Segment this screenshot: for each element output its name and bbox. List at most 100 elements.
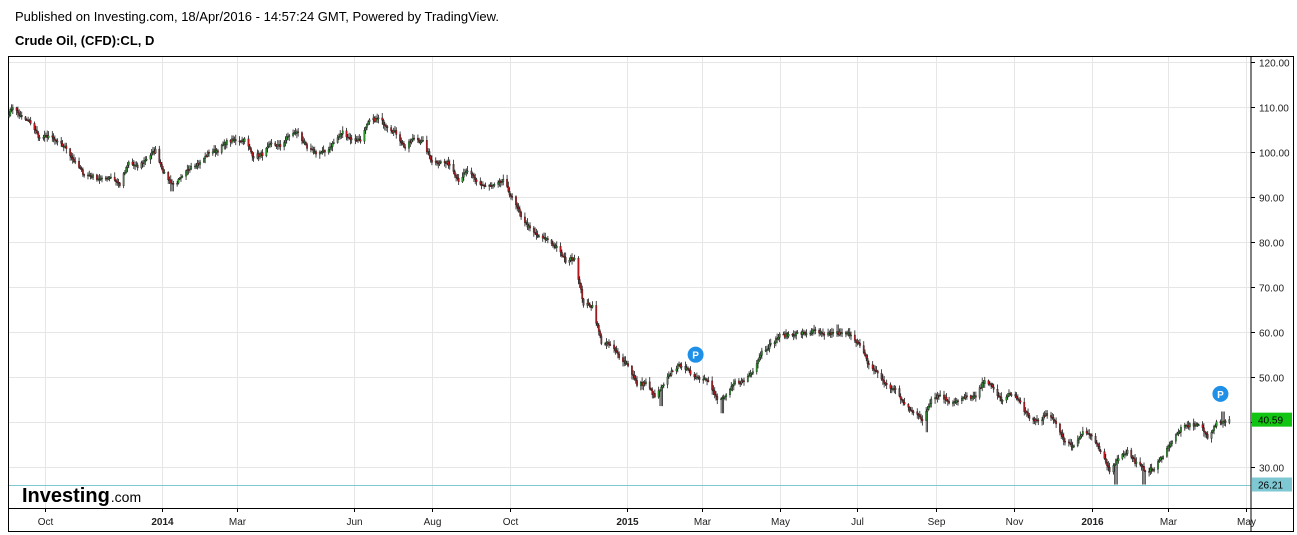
candle <box>595 300 598 327</box>
candle <box>622 353 624 367</box>
candle <box>267 141 270 149</box>
candle <box>330 142 333 151</box>
candle-body <box>971 396 973 399</box>
xtick-label: 2014 <box>151 517 174 528</box>
candle-body <box>27 119 29 121</box>
candle-body <box>538 235 540 238</box>
candle-body <box>358 138 361 141</box>
candle <box>1194 421 1196 430</box>
candle <box>306 142 308 152</box>
candle <box>739 381 742 387</box>
candle <box>550 239 553 247</box>
candle <box>462 168 465 181</box>
candle-body <box>1134 458 1136 464</box>
candle <box>524 212 526 227</box>
candle-body <box>455 175 457 178</box>
candle <box>11 104 14 115</box>
candle-body <box>206 151 209 157</box>
candle <box>1032 416 1035 425</box>
candle-body <box>297 131 300 133</box>
candle-body <box>758 357 761 361</box>
candle <box>865 353 868 362</box>
candle-body <box>907 403 910 408</box>
candle-body <box>1206 434 1209 439</box>
candle-body <box>1025 411 1028 413</box>
candle <box>952 400 954 407</box>
candle <box>1000 392 1003 404</box>
candle <box>707 376 710 383</box>
candle-body <box>80 168 83 170</box>
candle-body <box>1192 423 1195 427</box>
candle-body <box>413 137 415 140</box>
candle <box>74 157 77 165</box>
candle-body <box>614 348 617 351</box>
candle-body <box>117 182 120 184</box>
candle-body <box>1018 399 1021 401</box>
candle <box>196 159 199 170</box>
candle-body <box>532 227 535 233</box>
candle <box>511 193 514 201</box>
candle-body <box>853 334 856 341</box>
candle <box>1080 433 1083 439</box>
candle <box>52 133 55 143</box>
candle <box>1060 430 1063 439</box>
candle <box>189 165 191 173</box>
candle-body <box>60 140 63 144</box>
candle <box>488 183 491 191</box>
candle-body <box>259 153 261 157</box>
candle <box>578 276 581 288</box>
chart-frame[interactable] <box>8 56 1294 532</box>
candle-body <box>506 178 508 187</box>
candle-body <box>47 135 50 138</box>
candles-layer <box>8 104 1231 485</box>
candle <box>981 377 984 392</box>
candle <box>712 385 715 396</box>
candle <box>37 130 40 141</box>
candle <box>534 227 536 235</box>
candle <box>1205 431 1208 439</box>
candle-body <box>439 161 442 164</box>
candle <box>1139 457 1142 467</box>
candle <box>55 138 58 145</box>
candle <box>1126 446 1129 456</box>
candle-body <box>794 335 796 337</box>
candle <box>873 364 875 375</box>
candle-body <box>417 137 419 141</box>
candle-body <box>600 335 603 344</box>
candle <box>266 142 269 153</box>
candle-body <box>1115 459 1117 465</box>
candle <box>302 136 305 144</box>
candle <box>1059 422 1061 436</box>
candle-body <box>999 396 1001 398</box>
candle-body <box>1098 446 1101 451</box>
candle <box>374 115 377 123</box>
candle <box>211 148 214 156</box>
candle <box>755 360 758 375</box>
candle-body <box>827 332 829 336</box>
candle <box>69 147 72 161</box>
candle <box>1046 410 1049 419</box>
candle <box>310 143 312 153</box>
candle <box>359 135 362 144</box>
candle-body <box>921 419 924 421</box>
candle-body <box>653 393 656 398</box>
candle-body <box>345 130 348 138</box>
candle-body <box>518 208 521 213</box>
candle <box>455 173 457 182</box>
xtick-label: 2015 <box>616 517 639 528</box>
candle-body <box>704 378 707 381</box>
candle <box>971 394 973 402</box>
candle-body <box>743 380 745 382</box>
ytick-label: 110.00 <box>1259 104 1289 115</box>
candle-body <box>752 371 754 374</box>
candle <box>1019 397 1022 405</box>
candle <box>1117 454 1120 464</box>
candle-body <box>577 257 580 280</box>
candle <box>632 370 635 381</box>
candle-body <box>526 222 529 228</box>
candle <box>582 297 585 308</box>
candle-body <box>903 402 906 405</box>
candle <box>946 399 949 406</box>
candle <box>853 330 856 343</box>
